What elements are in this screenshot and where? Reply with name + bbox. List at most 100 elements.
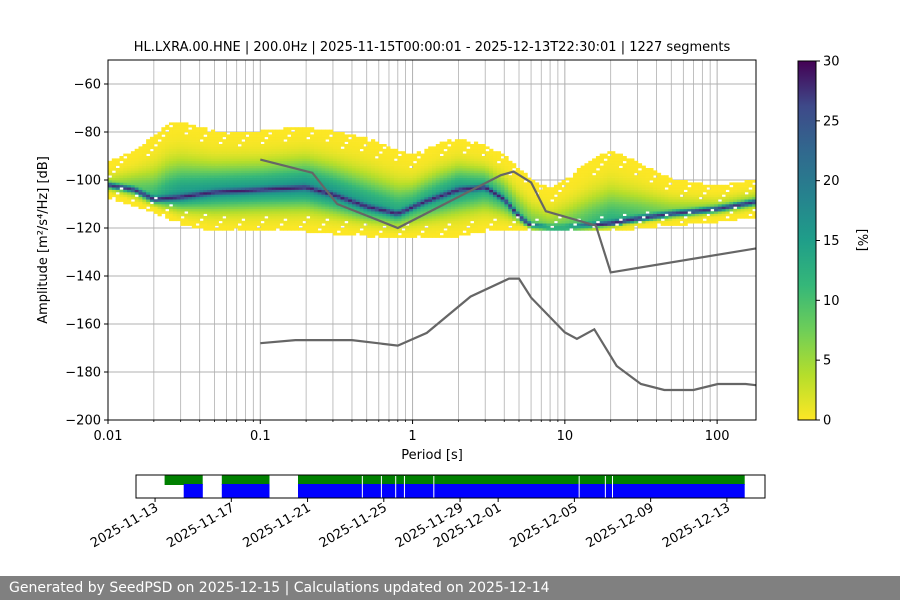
density-cell	[630, 165, 635, 169]
density-cell	[390, 153, 395, 157]
density-cell	[302, 208, 307, 212]
density-cell	[191, 211, 197, 214]
density-cell	[512, 218, 517, 222]
density-cell	[626, 182, 631, 186]
density-cell	[313, 216, 319, 219]
density-cell	[313, 228, 319, 231]
density-cell	[172, 146, 178, 150]
density-cell	[214, 168, 219, 171]
density-cell	[332, 192, 338, 195]
density-cell	[321, 156, 326, 159]
density-cell	[229, 170, 235, 174]
density-cell	[378, 225, 383, 229]
density-cell	[473, 158, 479, 162]
density-cell	[233, 168, 238, 171]
density-cell	[348, 158, 353, 162]
density-cell	[405, 184, 410, 188]
density-cell	[462, 146, 467, 150]
density-cell	[614, 228, 620, 231]
density-cell	[580, 192, 585, 195]
density-cell	[134, 170, 139, 174]
density-cell	[344, 134, 349, 138]
density-cell	[306, 151, 311, 154]
density-cell	[310, 187, 315, 190]
density-cell	[229, 180, 235, 183]
density-cell	[161, 148, 166, 152]
density-cell	[416, 201, 421, 205]
density-cell	[283, 201, 288, 205]
density-cell	[584, 211, 589, 214]
density-cell	[409, 204, 414, 207]
density-cell	[374, 180, 380, 183]
density-cell	[287, 168, 292, 171]
density-cell	[210, 148, 216, 152]
density-cell	[290, 148, 296, 152]
density-cell	[649, 172, 654, 176]
density-cell	[237, 165, 242, 169]
density-cell	[432, 153, 437, 157]
density-cell	[473, 211, 479, 214]
density-cell	[424, 201, 429, 205]
density-cell	[153, 153, 158, 157]
density-cell	[592, 208, 597, 212]
density-cell	[298, 211, 303, 214]
density-cell	[420, 220, 425, 224]
density-cell	[428, 218, 433, 222]
density-cell	[268, 151, 273, 154]
density-cell	[241, 175, 246, 178]
density-cell	[249, 144, 254, 147]
density-cell	[229, 158, 235, 162]
density-cell	[321, 141, 326, 145]
density-cell	[214, 134, 219, 138]
density-cell	[626, 213, 631, 217]
density-cell	[203, 175, 208, 178]
density-cell	[363, 225, 368, 229]
density-cell	[653, 170, 658, 174]
density-cell	[264, 223, 269, 226]
density-cell	[573, 199, 578, 202]
density-cell	[603, 163, 608, 166]
density-cell	[310, 177, 315, 181]
density-cell	[527, 218, 532, 222]
density-cell	[656, 172, 662, 176]
density-cell	[451, 153, 456, 157]
density-cell	[249, 153, 254, 157]
density-cell	[191, 196, 197, 200]
density-cell	[165, 144, 170, 147]
density-cell	[218, 206, 223, 210]
density-cell	[249, 134, 254, 138]
density-cell	[374, 146, 380, 150]
density-cell	[641, 180, 646, 183]
density-cell	[351, 201, 357, 205]
density-cell	[588, 192, 593, 195]
density-cell	[329, 204, 334, 207]
density-cell	[641, 211, 646, 214]
density-cell	[576, 187, 582, 190]
density-cell	[470, 156, 475, 159]
density-cell	[401, 153, 406, 157]
density-cell	[393, 151, 399, 154]
density-cell	[233, 136, 238, 140]
density-cell	[374, 165, 380, 169]
density-cell	[245, 204, 250, 207]
density-cell	[443, 235, 448, 238]
density-cell	[203, 165, 208, 169]
density-cell	[329, 208, 334, 212]
density-cell	[607, 204, 612, 207]
density-cell	[626, 160, 631, 164]
density-cell	[260, 177, 265, 181]
density-cell	[481, 220, 486, 224]
density-cell	[371, 170, 376, 174]
density-cell	[634, 194, 639, 198]
density-cell	[180, 170, 185, 174]
density-cell	[245, 146, 250, 150]
density-cell	[188, 216, 193, 219]
density-cell	[550, 228, 555, 231]
density-cell	[397, 168, 402, 171]
density-cell	[321, 139, 326, 142]
density-cell	[481, 158, 486, 162]
density-cell	[184, 192, 189, 195]
density-cell	[344, 218, 349, 222]
density-cell	[226, 134, 231, 138]
density-cell	[576, 206, 582, 210]
